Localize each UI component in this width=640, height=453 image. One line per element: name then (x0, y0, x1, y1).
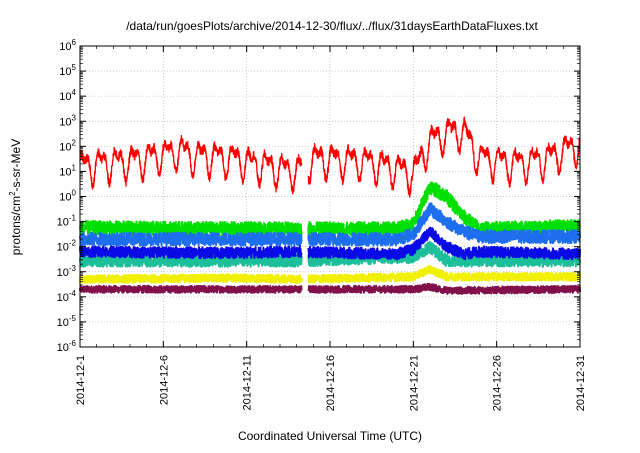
ticks (79, 45, 581, 348)
y-tick-label: 102 (59, 138, 76, 153)
x-tick-label: 2014-12-6 (158, 355, 170, 405)
y-tick-label: 10-1 (57, 214, 77, 229)
series-6-line-after-gap (307, 116, 581, 198)
y-tick-label: 100 (59, 189, 76, 204)
y-tick-base: 10 (57, 292, 69, 304)
y-tick-label: 106 (59, 38, 76, 53)
y-tick-exponent: 0 (72, 189, 77, 198)
y-tick-labels: 10-610-510-410-310-210-11001011021031041… (57, 38, 77, 354)
y-tick-base: 10 (57, 342, 69, 354)
y-tick-label: 10-2 (57, 239, 77, 254)
series-4-line-after-gap (307, 202, 581, 247)
y-tick-base: 10 (59, 41, 71, 53)
series-0-line-before-gap (79, 284, 303, 294)
y-tick-exponent: 3 (72, 113, 77, 122)
series-0-line-after-gap (307, 282, 581, 295)
y-tick-exponent: 6 (72, 38, 77, 47)
y-tick-label: 103 (59, 113, 76, 128)
y-tick-base: 10 (59, 141, 71, 153)
y-tick-base: 10 (59, 91, 71, 103)
y-tick-label: 10-6 (57, 339, 77, 354)
y-tick-exponent: 5 (72, 63, 77, 72)
x-tick-label: 2014-12-1 (75, 355, 87, 405)
y-tick-label: 10-4 (57, 289, 77, 304)
y-tick-exponent: -5 (69, 314, 77, 323)
x-tick-label: 2014-12-26 (492, 355, 504, 411)
y-axis-label-suffix: -s-sr-MeV (9, 139, 23, 192)
y-axis-label-prefix: protons/cm (9, 196, 23, 255)
x-tick-labels: 2014-12-1 2014-12-6 2014-12-11 2014-12-16 20… (75, 355, 587, 411)
x-tick-label: 2014-12-21 (408, 355, 420, 411)
y-axis-label-superscript: 2 (8, 191, 17, 196)
series-5-line-before-gap (79, 245, 303, 260)
chart-title: /data/run/goesPlots/archive/2014-12-30/f… (126, 19, 538, 33)
y-tick-base: 10 (57, 217, 69, 229)
series-6-line-before-gap (79, 134, 303, 195)
grid (79, 45, 581, 348)
x-tick-label: 2014-12-11 (242, 355, 254, 410)
y-tick-exponent: -6 (69, 339, 77, 348)
x-axis-label: Coordinated Universal Time (UTC) (238, 429, 422, 443)
x-tick-label: 2014-12-16 (325, 355, 337, 411)
y-tick-base: 10 (57, 317, 69, 329)
y-tick-exponent: -3 (69, 264, 77, 273)
series-3-line-after-gap (307, 181, 581, 238)
series-1-line-after-gap (307, 265, 581, 284)
y-tick-label: 105 (59, 63, 76, 78)
y-tick-exponent: -4 (69, 289, 77, 298)
y-tick-base: 10 (59, 116, 71, 128)
y-tick-label: 101 (59, 163, 76, 178)
series-group (79, 116, 581, 295)
y-tick-base: 10 (59, 66, 71, 78)
y-tick-label: 10-5 (57, 314, 77, 329)
y-tick-exponent: 4 (72, 88, 77, 97)
y-tick-base: 10 (57, 242, 69, 254)
series-5-line-after-gap (307, 226, 581, 261)
y-axis-label: protons/cm2-s-sr-MeV (8, 139, 23, 255)
y-tick-exponent: 2 (72, 138, 77, 147)
series-1-line-before-gap (79, 273, 303, 284)
y-tick-exponent: 1 (72, 163, 77, 172)
y-tick-label: 10-3 (57, 264, 77, 279)
y-tick-base: 10 (57, 267, 69, 279)
y-tick-exponent: -1 (69, 214, 77, 223)
y-tick-base: 10 (59, 166, 71, 178)
y-tick-exponent: -2 (69, 239, 77, 248)
series-4-line-before-gap (79, 231, 303, 247)
y-tick-label: 104 (59, 88, 76, 103)
x-tick-label: 2014-12-31 (575, 355, 587, 411)
y-tick-base: 10 (59, 192, 71, 204)
plot-area (79, 45, 581, 348)
